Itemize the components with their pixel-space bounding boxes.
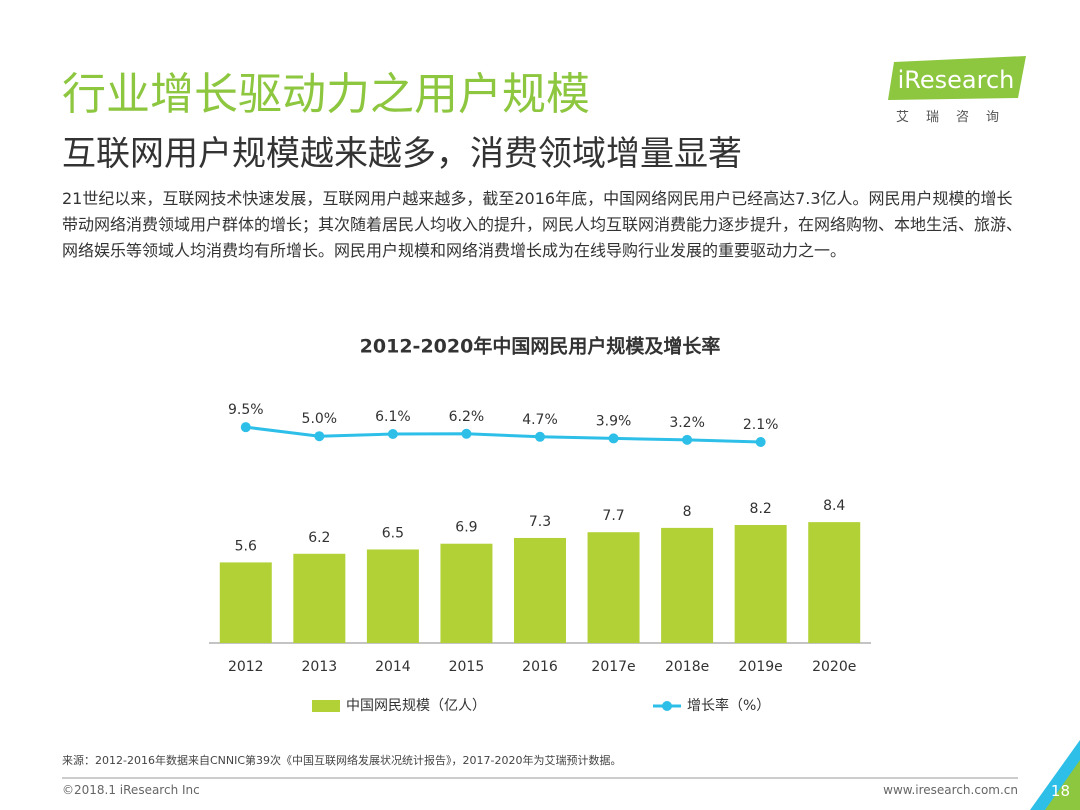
bar-label: 7.3 <box>529 514 551 530</box>
x-tick-label: 2016 <box>522 659 558 675</box>
line-point <box>682 434 693 445</box>
line-point <box>387 428 398 439</box>
x-tick-label: 2018e <box>665 659 709 675</box>
source: 来源：2012-2016年数据来自CNNIC第39次《中国互联网络发展状况统计报… <box>62 754 622 767</box>
line-label: 3.9% <box>596 413 632 429</box>
line-point <box>755 437 766 448</box>
bar-label: 7.7 <box>602 508 624 524</box>
title: 行业增长驱动力之用户规模 <box>62 69 590 120</box>
x-tick-label: 2015 <box>449 659 485 675</box>
line-label: 6.2% <box>449 409 485 425</box>
line-label: 6.1% <box>375 409 411 425</box>
bar-label: 5.6 <box>235 538 257 554</box>
x-tick-label: 2020e <box>812 659 856 675</box>
line-point <box>240 422 251 433</box>
x-tick-label: 2014 <box>375 659 411 675</box>
bar <box>219 562 272 643</box>
x-tick-label: 2013 <box>302 659 338 675</box>
line-label: 2.1% <box>743 417 779 433</box>
legend-swatch <box>312 700 340 712</box>
bar <box>293 553 346 643</box>
bar-label: 6.2 <box>308 530 330 546</box>
bar-label: 6.5 <box>382 525 404 541</box>
x-tick-label: 2012 <box>228 659 264 675</box>
bar <box>734 525 787 643</box>
legend-label: 增长率（%） <box>687 697 770 714</box>
chart-title: 2012-2020年中国网民用户规模及增长率 <box>360 335 721 358</box>
bar <box>587 532 640 643</box>
bar <box>440 543 493 643</box>
logo-subtitle: 艾瑞咨询 <box>896 110 1017 125</box>
bar-label: 8.4 <box>823 498 845 514</box>
site: www.iresearch.com.cn <box>883 783 1018 797</box>
legend-dot <box>662 701 672 711</box>
logo: iResearch <box>898 66 1015 94</box>
line-point <box>608 433 619 444</box>
bar <box>661 527 714 643</box>
line-label: 4.7% <box>522 412 558 428</box>
x-tick-label: 2017e <box>591 659 635 675</box>
copyright: ©2018.1 iResearch Inc <box>62 783 200 797</box>
bar <box>366 549 419 643</box>
line-point <box>314 431 325 442</box>
line-point <box>535 431 545 442</box>
corner-green <box>1045 760 1080 810</box>
legend-label: 中国网民规模（亿人） <box>346 698 486 714</box>
bar <box>514 537 566 643</box>
bar-label: 8.2 <box>750 501 772 517</box>
line-label: 9.5% <box>228 402 264 418</box>
page-number: 18 <box>1050 782 1070 800</box>
line-point <box>461 428 472 439</box>
bar-label: 8 <box>683 504 692 520</box>
bar-label: 6.9 <box>455 520 477 536</box>
bar <box>808 522 861 643</box>
logo-bg <box>888 56 1026 100</box>
subtitle: 互联网用户规模越来越多，消费领域增量显著 <box>62 134 742 174</box>
paragraph: 21世纪以来，互联网技术快速发展，互联网用户越来越多，截至2016年底，中国网络… <box>62 189 1023 260</box>
line-label: 5.0% <box>302 411 338 427</box>
line <box>245 425 761 444</box>
line-label: 3.2% <box>669 415 705 431</box>
x-tick-label: 2019e <box>739 659 783 675</box>
